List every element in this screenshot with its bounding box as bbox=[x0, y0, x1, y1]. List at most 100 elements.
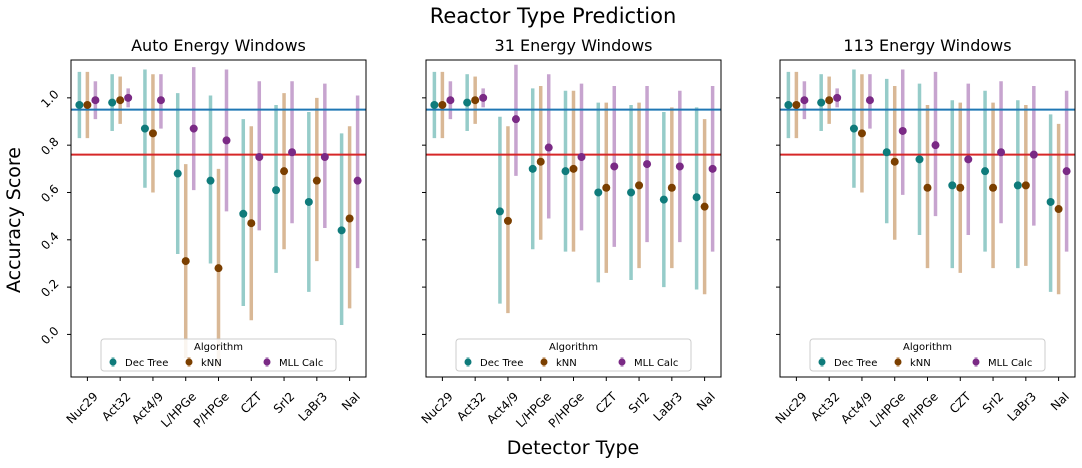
data-point bbox=[865, 96, 874, 105]
data-point bbox=[124, 93, 133, 102]
data-point bbox=[463, 98, 472, 107]
data-point bbox=[528, 164, 537, 173]
data-point bbox=[923, 183, 932, 192]
data-point bbox=[280, 167, 289, 176]
legend-marker bbox=[894, 358, 902, 366]
legend-entry-label: kNN bbox=[910, 358, 931, 369]
legend: Algorithm Dec Tree kNN MLL Calc bbox=[809, 338, 1046, 372]
data-point bbox=[667, 183, 676, 192]
data-point bbox=[610, 162, 619, 171]
legend-entry-label: MLL Calc bbox=[988, 358, 1032, 369]
data-point bbox=[181, 257, 190, 266]
data-point bbox=[627, 188, 636, 197]
data-point bbox=[239, 209, 248, 218]
data-point bbox=[882, 148, 891, 157]
data-point bbox=[189, 124, 198, 133]
legend-marker bbox=[972, 358, 980, 366]
data-point bbox=[544, 143, 553, 152]
x-tick-label: NaI bbox=[339, 389, 363, 413]
x-tick-label: SrI2 bbox=[626, 389, 653, 416]
data-point bbox=[890, 157, 899, 166]
x-tick-label: P/HPGe bbox=[900, 389, 941, 430]
data-point bbox=[438, 100, 447, 109]
legend-box bbox=[809, 338, 1046, 372]
legend: Algorithm Dec Tree kNN MLL Calc bbox=[455, 338, 692, 372]
data-point bbox=[75, 100, 84, 109]
data-point bbox=[511, 115, 520, 124]
legend-marker bbox=[618, 358, 626, 366]
data-point bbox=[353, 176, 362, 185]
data-point bbox=[708, 164, 717, 173]
data-point bbox=[337, 226, 346, 235]
data-point bbox=[800, 96, 809, 105]
data-point bbox=[536, 157, 545, 166]
x-tick-label: LaBr3 bbox=[296, 389, 331, 424]
legend-entry-label: Dec Tree bbox=[834, 358, 877, 369]
data-point bbox=[964, 155, 973, 164]
data-point bbox=[956, 183, 965, 192]
chart-panel-1: Auto Energy WindowsNuc29Act32Act4/9L/HPG… bbox=[38, 36, 367, 431]
legend-marker bbox=[540, 358, 548, 366]
data-point bbox=[898, 126, 907, 135]
data-point bbox=[1029, 150, 1038, 159]
data-point bbox=[659, 195, 668, 204]
data-point bbox=[915, 155, 924, 164]
x-tick-label: Nuc29 bbox=[64, 389, 101, 426]
legend-box bbox=[455, 338, 692, 372]
legend-entry-label: Dec Tree bbox=[480, 358, 523, 369]
data-point bbox=[931, 141, 940, 150]
chart-panel-2: 31 Energy WindowsNuc29Act32Act4/9L/HPGeP… bbox=[419, 36, 722, 431]
data-point bbox=[83, 100, 92, 109]
y-axis-label: Accuracy Score bbox=[3, 147, 25, 293]
legend-marker bbox=[818, 358, 826, 366]
data-point bbox=[503, 216, 512, 225]
x-tick-label: LaBr3 bbox=[1005, 389, 1040, 424]
data-point bbox=[981, 167, 990, 176]
data-point bbox=[825, 96, 834, 105]
x-tick-label: P/HPGe bbox=[191, 389, 232, 430]
data-point bbox=[594, 188, 603, 197]
data-point bbox=[817, 98, 826, 107]
legend-title: Algorithm bbox=[194, 342, 243, 353]
data-point bbox=[214, 264, 223, 273]
x-tick-label: Nuc29 bbox=[773, 389, 810, 426]
data-point bbox=[675, 162, 684, 171]
data-point bbox=[643, 160, 652, 169]
x-tick-label: NaI bbox=[1048, 389, 1072, 413]
y-tick-label: 0.6 bbox=[38, 182, 61, 205]
data-point bbox=[247, 219, 256, 228]
x-tick-label: CZT bbox=[593, 389, 620, 416]
data-point bbox=[479, 93, 488, 102]
data-point bbox=[792, 100, 801, 109]
data-point bbox=[206, 176, 215, 185]
legend-entry-label: kNN bbox=[201, 358, 222, 369]
data-point bbox=[108, 98, 117, 107]
data-point bbox=[272, 186, 281, 195]
figure-title: Reactor Type Prediction bbox=[430, 4, 677, 28]
x-tick-label: Act32 bbox=[808, 389, 842, 423]
y-tick-label: 0.2 bbox=[38, 276, 61, 299]
panel-title: Auto Energy Windows bbox=[131, 36, 306, 55]
data-point bbox=[495, 207, 504, 216]
x-tick-label: SrI2 bbox=[271, 389, 298, 416]
y-tick-label: 0.0 bbox=[38, 324, 61, 347]
legend-marker bbox=[464, 358, 472, 366]
x-tick-label: NaI bbox=[694, 389, 718, 413]
data-point bbox=[635, 181, 644, 190]
data-point bbox=[446, 96, 455, 105]
x-tick-label: P/HPGe bbox=[546, 389, 587, 430]
data-point bbox=[561, 167, 570, 176]
legend: Algorithm Dec Tree kNN MLL Calc bbox=[100, 338, 337, 372]
legend-entry-label: kNN bbox=[556, 358, 577, 369]
x-tick-label: CZT bbox=[947, 389, 974, 416]
data-point bbox=[288, 148, 297, 157]
data-point bbox=[948, 181, 957, 190]
legend-entry-label: MLL Calc bbox=[634, 358, 678, 369]
data-point bbox=[577, 152, 586, 161]
data-point bbox=[692, 193, 701, 202]
data-point bbox=[148, 129, 157, 138]
data-point bbox=[255, 152, 264, 161]
data-point bbox=[569, 164, 578, 173]
